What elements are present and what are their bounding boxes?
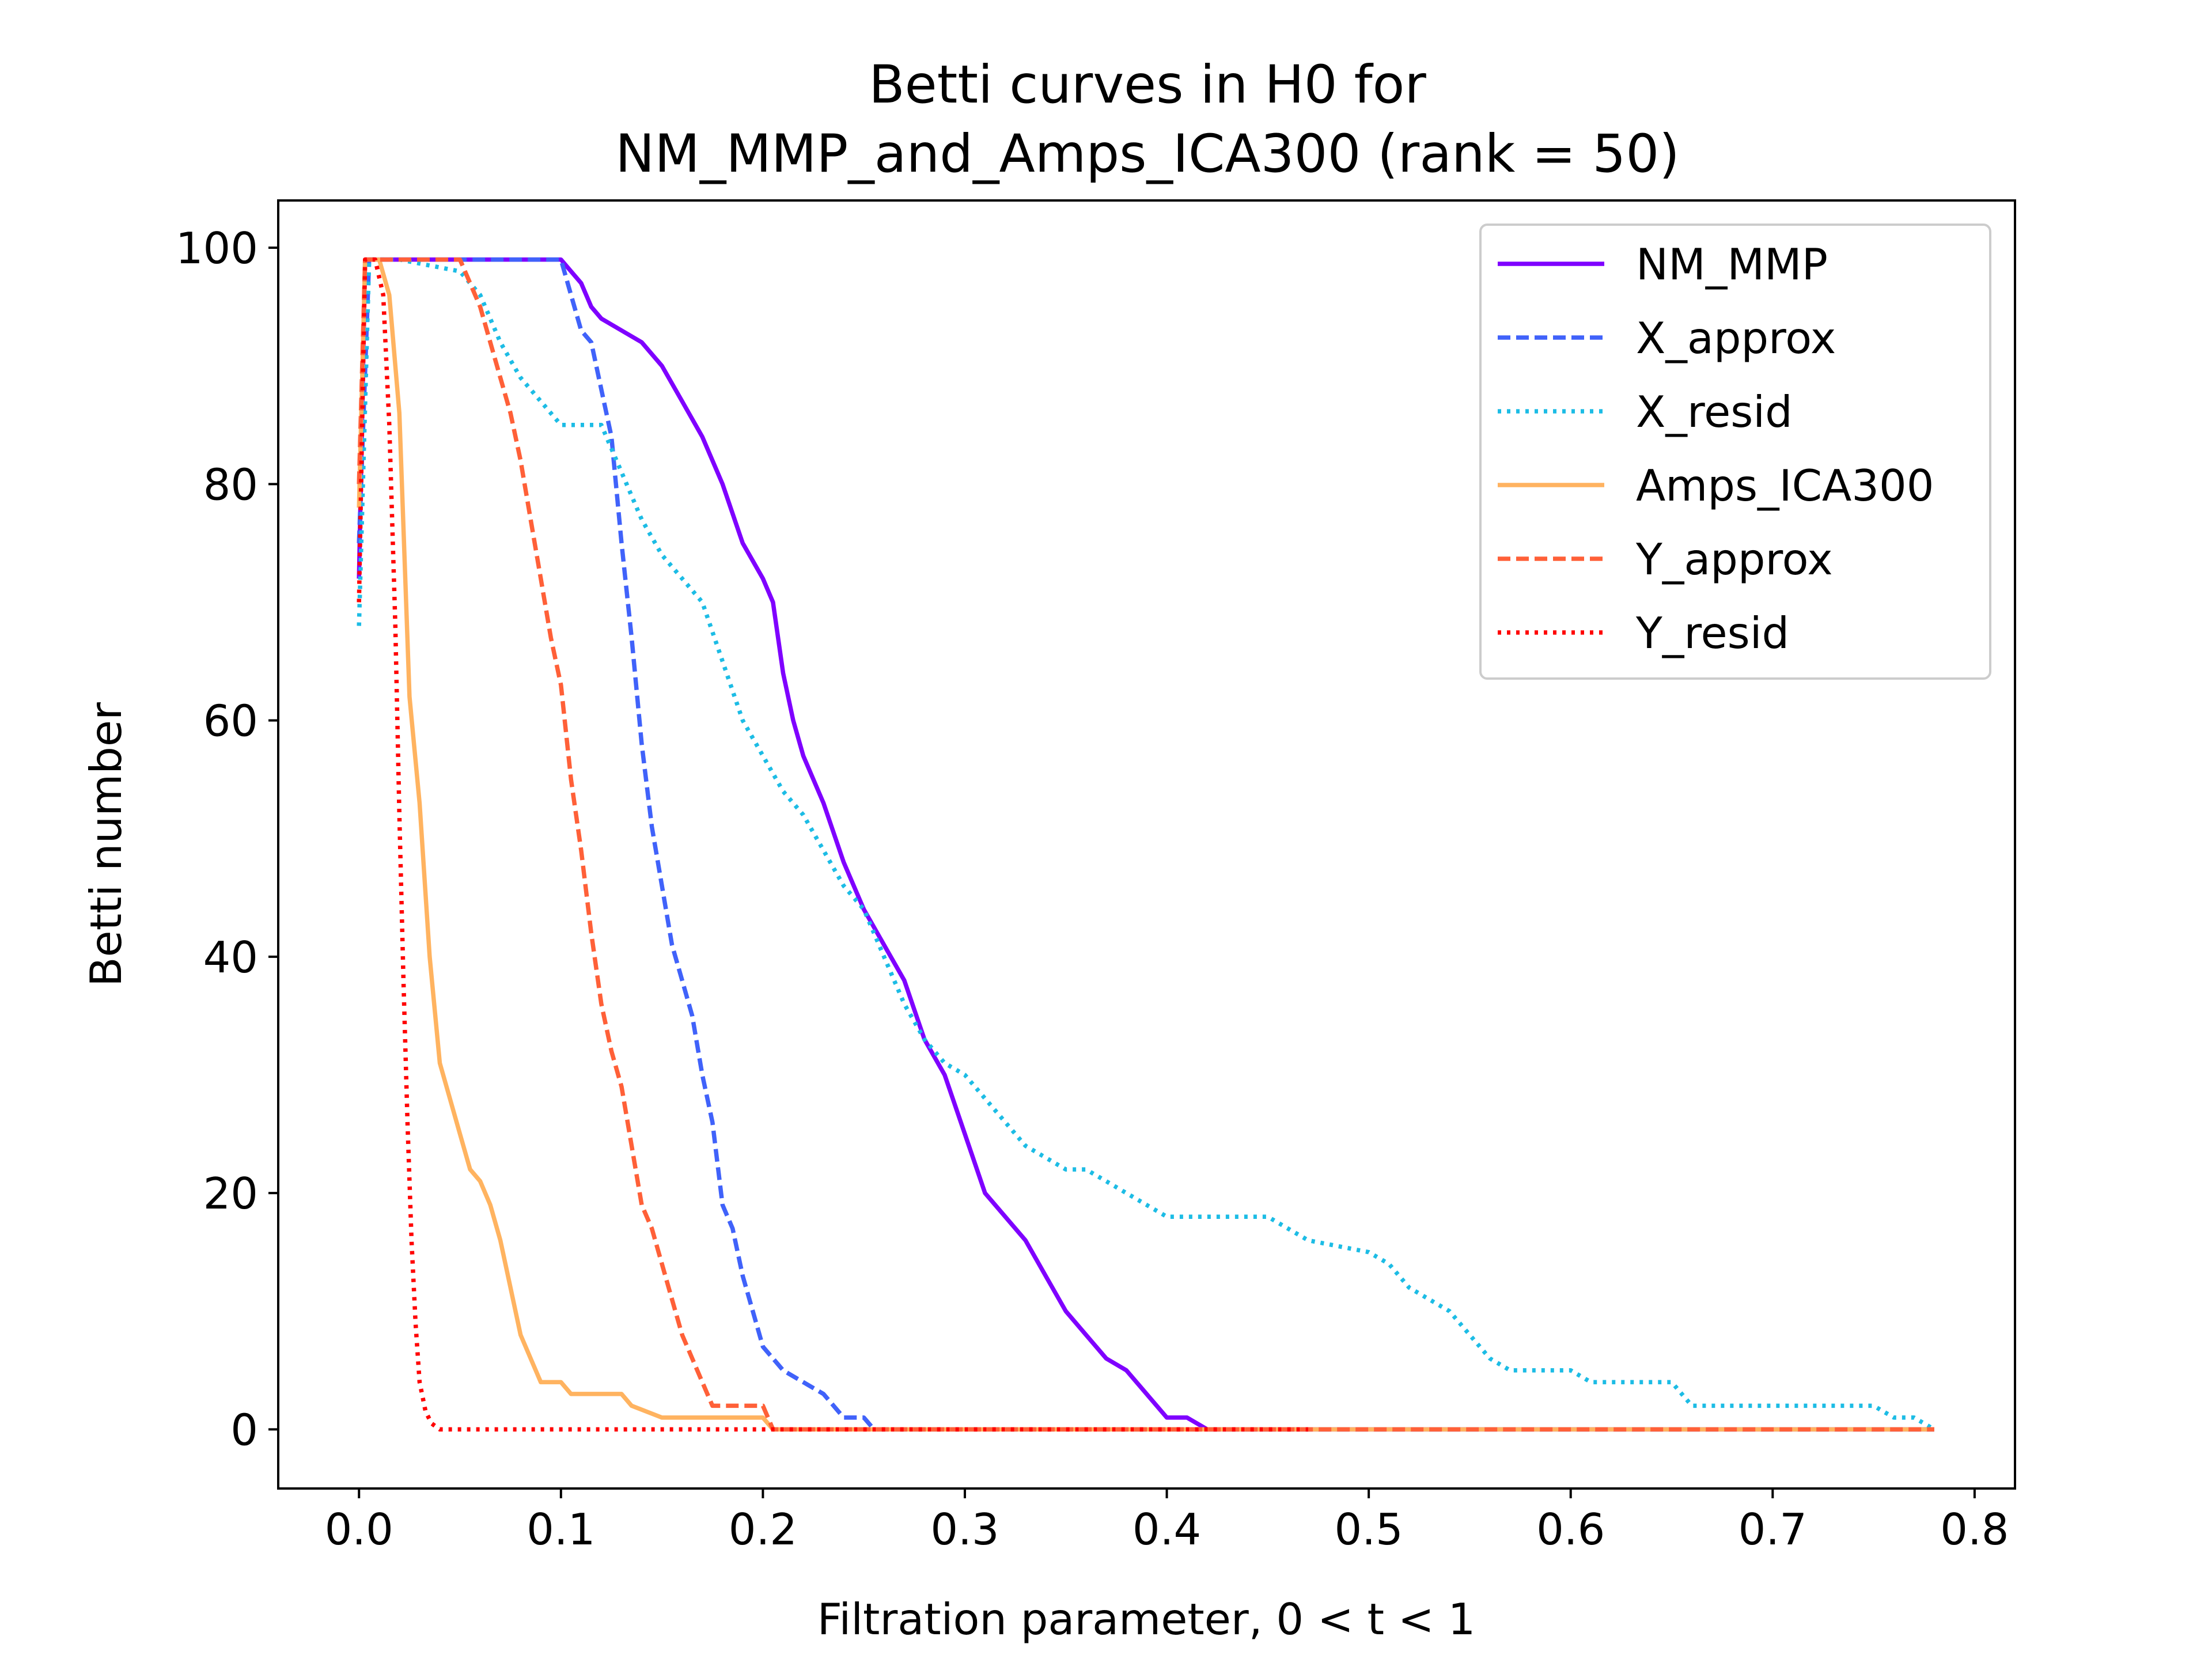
chart-title-line1: Betti curves in H0 for — [869, 55, 1426, 115]
legend: NM_MMP X_approx X_resid Amps_ICA300 Y_approx… — [1479, 224, 1991, 680]
legend-label: X_approx — [1636, 313, 1836, 363]
legend-label: Amps_ICA300 — [1636, 460, 1934, 511]
legend-label: Y_approx — [1635, 534, 1833, 585]
series-line-y-resid — [357, 257, 1308, 1432]
y-tick-label: 0 — [230, 1404, 258, 1455]
series-lines — [357, 257, 1936, 1432]
series-line-y-approx — [357, 257, 1934, 1432]
x-tick-label: 0.0 — [325, 1504, 393, 1555]
axis-ticks: 0.0 0.1 0.2 0.3 0.4 0.5 0.6 0.7 0.8 0 20 40 60 80 100 — [176, 223, 2009, 1555]
y-tick-label: 60 — [203, 696, 258, 747]
legend-label: X_resid — [1636, 387, 1793, 437]
legend-label: Y_resid — [1635, 608, 1789, 658]
x-tick-label: 0.1 — [527, 1504, 595, 1555]
x-tick-label: 0.6 — [1536, 1504, 1605, 1555]
series-line-nm-mmp — [357, 257, 1934, 1432]
x-tick-label: 0.5 — [1334, 1504, 1403, 1555]
y-tick-label: 100 — [176, 223, 258, 274]
legend-items: NM_MMP X_approx X_resid Amps_ICA300 Y_approx… — [1498, 239, 1934, 658]
x-tick-label: 0.7 — [1738, 1504, 1807, 1555]
legend-label: NM_MMP — [1636, 239, 1828, 290]
chart-title-line2: NM_MMP_and_Amps_ICA300 (rank = 50) — [615, 124, 1679, 184]
x-tick-label: 0.8 — [1940, 1504, 2009, 1555]
legend-box — [1479, 224, 1991, 680]
series-line-x-approx — [357, 257, 1934, 1432]
x-tick-label: 0.2 — [729, 1504, 797, 1555]
plot-area-frame — [277, 199, 2016, 1490]
y-tick-label: 40 — [203, 932, 258, 983]
x-tick-label: 0.4 — [1132, 1504, 1201, 1555]
x-tick-label: 0.3 — [930, 1504, 999, 1555]
y-tick-label: 80 — [203, 459, 258, 510]
x-axis-label: Filtration parameter, 0 < t < 1 — [817, 1594, 1476, 1645]
y-axis-label: Betti number — [81, 702, 131, 987]
series-line-amps-ica300 — [357, 257, 1934, 1432]
series-line-x-resid — [357, 257, 1936, 1431]
y-tick-label: 20 — [203, 1168, 258, 1219]
